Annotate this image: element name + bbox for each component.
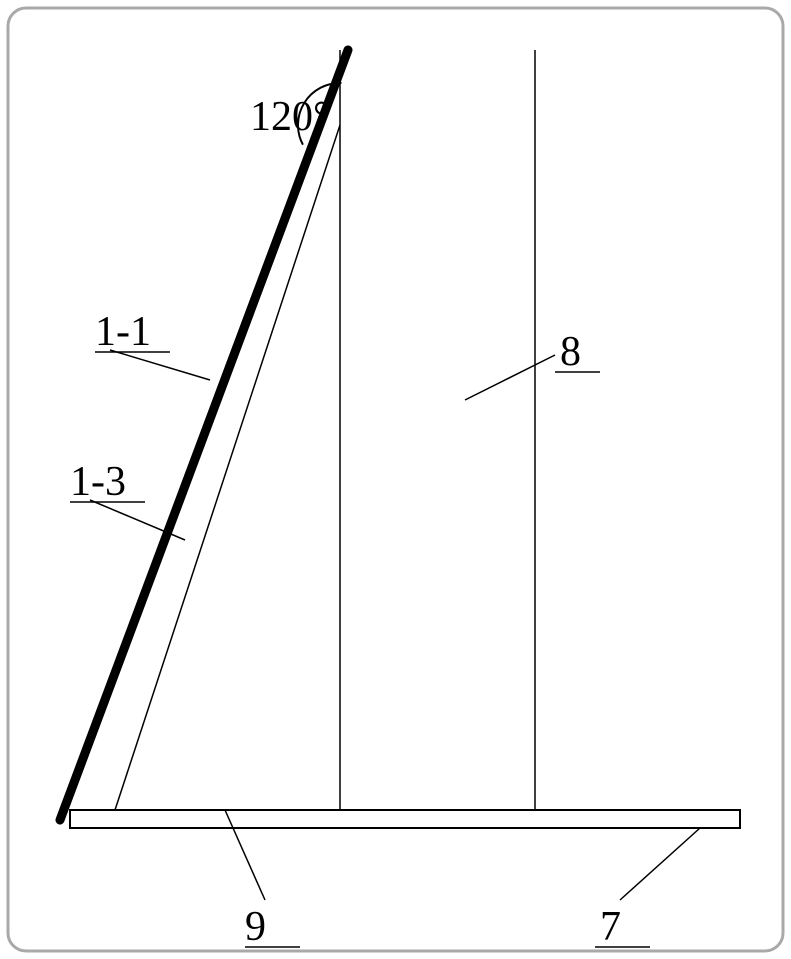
- leader-label-8: 8: [560, 329, 581, 375]
- leader-label-9: 9: [245, 904, 266, 950]
- base-plate: [70, 810, 740, 828]
- leader-label-7: 7: [600, 904, 621, 950]
- leader-label-1-1: 1-1: [95, 309, 151, 355]
- angle-label: 120°: [250, 94, 330, 140]
- leader-label-1-3: 1-3: [70, 459, 126, 505]
